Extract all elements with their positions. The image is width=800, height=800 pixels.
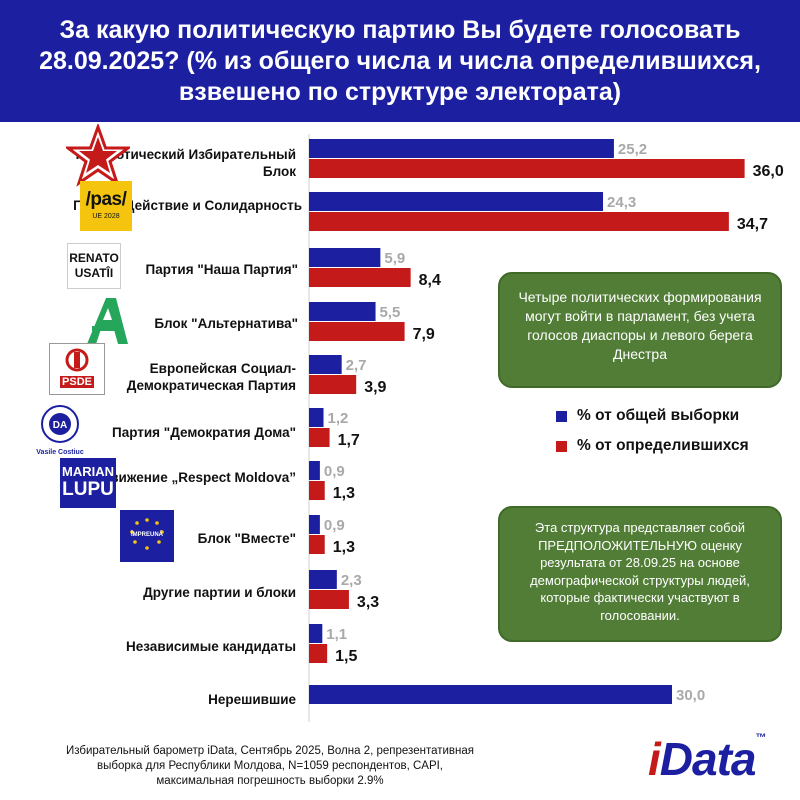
vmeste-logo-text: ÎMPREUNĂ bbox=[130, 530, 164, 538]
legend-item-decided: % от определившихся bbox=[556, 437, 749, 455]
legend-item-total: % от общей выборки bbox=[556, 407, 739, 425]
legend-label: % от общей выборки bbox=[577, 407, 740, 424]
data-label-total: 30,0 bbox=[676, 687, 705, 704]
data-label-decided: 36,0 bbox=[753, 163, 784, 180]
bar-decided bbox=[309, 212, 729, 231]
legend-swatch bbox=[556, 440, 567, 452]
category-label: Независимые кандидаты bbox=[126, 639, 296, 654]
data-label-total: 1,1 bbox=[326, 626, 347, 643]
data-label-decided: 1,7 bbox=[338, 432, 360, 449]
da-logo-text: DA bbox=[53, 420, 67, 431]
bar-total bbox=[309, 461, 320, 480]
pas-logo-icon: /pas/ UE 2028 bbox=[80, 181, 132, 231]
category-label: Движение „Respect Moldova” bbox=[100, 470, 296, 485]
psde-logo-icon: PSDE bbox=[49, 343, 105, 395]
chart-header: За какую политическую партию Вы будете г… bbox=[0, 0, 800, 122]
data-label-total: 0,9 bbox=[324, 463, 345, 480]
category-label: Партия "Демократия Дома" bbox=[111, 425, 296, 440]
category-label: Партия "Наша Партия" bbox=[145, 262, 298, 277]
bar-decided bbox=[309, 590, 349, 609]
legend-label: % от определившихся bbox=[577, 437, 749, 454]
data-label-decided: 1,3 bbox=[333, 485, 355, 502]
bar-total bbox=[309, 515, 320, 534]
bar-decided bbox=[309, 375, 357, 394]
category-label: Блок "Альтернатива" bbox=[154, 316, 298, 331]
bar-total bbox=[309, 624, 323, 643]
bar-decided bbox=[309, 322, 405, 341]
legend-swatch bbox=[556, 410, 567, 422]
bar-total bbox=[309, 302, 376, 321]
data-label-decided: 1,5 bbox=[335, 648, 357, 665]
bar-total bbox=[309, 408, 324, 427]
category-label: Блок "Вместе" bbox=[197, 531, 296, 546]
data-label-total: 5,5 bbox=[380, 304, 401, 321]
data-label-decided: 3,3 bbox=[357, 594, 379, 611]
bar-decided bbox=[309, 644, 328, 663]
bar-total bbox=[309, 685, 672, 704]
alternativa-logo-icon bbox=[86, 296, 130, 346]
bar-total bbox=[309, 192, 604, 211]
category-label: Нерешившие bbox=[208, 692, 296, 707]
data-label-total: 0,9 bbox=[324, 517, 345, 534]
data-label-decided: 34,7 bbox=[737, 216, 768, 233]
data-label-total: 2,3 bbox=[341, 572, 362, 589]
bar-decided bbox=[309, 481, 325, 500]
data-label-decided: 1,3 bbox=[333, 539, 355, 556]
callout-estimate-note: Эта структура представляет собой ПРЕДПОЛ… bbox=[498, 506, 782, 642]
red-star-logo-icon bbox=[63, 122, 133, 188]
data-label-decided: 7,9 bbox=[413, 326, 435, 343]
vmeste-logo-icon: ÎMPREUNĂ bbox=[120, 510, 174, 562]
data-label-total: 24,3 bbox=[607, 194, 636, 211]
democratia-acasa-logo-icon: DA Vasile Costiuc bbox=[30, 404, 90, 456]
callout-four-parties: Четыре политических формирования могут в… bbox=[498, 272, 782, 388]
data-label-decided: 3,9 bbox=[364, 379, 386, 396]
footnote: Избирательный барометр iData, Сентябрь 2… bbox=[65, 745, 474, 787]
category-label: Другие партии и блоки bbox=[143, 585, 296, 600]
category-label: Европейская Социал-Демократическая Парти… bbox=[126, 361, 296, 393]
marian-lupu-logo-icon: MARIAN LUPU bbox=[60, 458, 116, 508]
chart-title: За какую политическую партию Вы будете г… bbox=[39, 15, 761, 106]
data-label-total: 25,2 bbox=[618, 141, 647, 158]
renato-usatii-logo-icon: RENATO USATÎI bbox=[67, 243, 121, 289]
idata-logo: iData™ bbox=[648, 732, 767, 785]
data-label-total: 1,2 bbox=[328, 410, 349, 427]
bar-total bbox=[309, 570, 337, 589]
bar-decided bbox=[309, 268, 411, 287]
bar-total bbox=[309, 139, 614, 158]
bar-total bbox=[309, 355, 342, 374]
category-label: Патриотический Избирательный Блок bbox=[75, 147, 296, 179]
bar-decided bbox=[309, 428, 330, 447]
bar-decided bbox=[309, 535, 325, 554]
data-label-total: 5,9 bbox=[384, 250, 405, 267]
bar-total bbox=[309, 248, 381, 267]
bar-decided bbox=[309, 159, 745, 178]
data-label-decided: 8,4 bbox=[419, 272, 441, 289]
data-label-total: 2,7 bbox=[346, 357, 367, 374]
